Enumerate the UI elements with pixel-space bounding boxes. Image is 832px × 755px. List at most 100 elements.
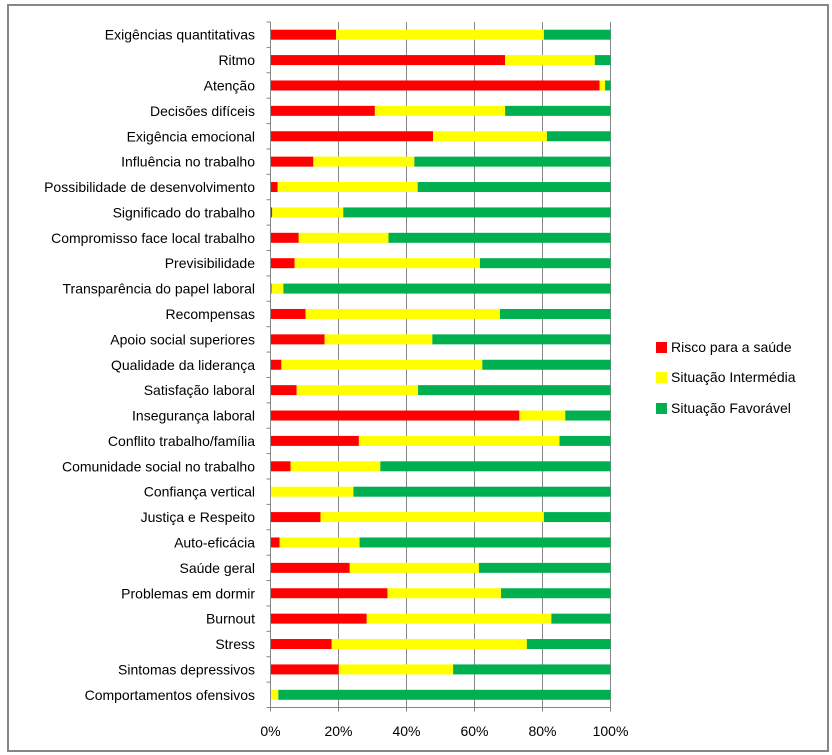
bar-segment-risk: [270, 639, 332, 650]
bar-segment-favorable: [417, 182, 611, 193]
bar-segment-risk: [270, 410, 520, 421]
legend-label: Risco para a saúde: [671, 339, 792, 355]
category-label: Transparência do papel laboral: [63, 281, 256, 297]
bar-segment-risk: [270, 308, 306, 319]
bar-segment-favorable: [500, 308, 611, 319]
bar-segment-favorable: [278, 689, 611, 700]
category-label: Burnout: [206, 611, 255, 627]
bar-segment-risk: [270, 258, 295, 269]
bar-segment-intermediate: [271, 283, 284, 294]
category-label: Comportamentos ofensivos: [85, 687, 255, 703]
legend-swatch: [656, 372, 667, 383]
bar-segment-favorable: [283, 283, 611, 294]
legend-label: Situação Favorável: [671, 400, 791, 416]
bar-segment-intermediate: [313, 156, 415, 167]
bar-segment-intermediate: [599, 80, 606, 91]
bar-segment-risk: [270, 232, 299, 243]
bar-segment-intermediate: [305, 308, 500, 319]
bar-segment-intermediate: [270, 486, 354, 497]
legend-swatch: [656, 342, 667, 353]
bar-segment-risk: [270, 105, 375, 116]
bar-segment-risk: [270, 461, 291, 472]
bar-segment-risk: [270, 334, 325, 345]
bar-segment-risk: [270, 562, 350, 573]
bar-segment-intermediate: [281, 359, 483, 370]
bar-segment-favorable: [526, 639, 611, 650]
bar-segment-intermediate: [294, 258, 480, 269]
bar-segment-favorable: [414, 156, 611, 167]
category-label: Confiança vertical: [144, 484, 255, 500]
axes: [266, 21, 611, 712]
category-label: Decisões difíceis: [150, 103, 255, 119]
category-label: Justiça e Respeito: [141, 509, 256, 525]
category-label: Saúde geral: [179, 560, 255, 576]
bar-segment-intermediate: [320, 512, 544, 523]
category-label: Exigências quantitativas: [105, 27, 255, 43]
bar-segment-intermediate: [270, 689, 279, 700]
category-label: Apoio social superiores: [110, 331, 255, 347]
category-label: Satisfação laboral: [144, 382, 255, 398]
bar-segment-intermediate: [272, 207, 344, 218]
x-tick-label: 80%: [528, 723, 556, 739]
category-label: Sintomas depressivos: [118, 661, 255, 677]
bars: [270, 29, 611, 700]
bar-segment-intermediate: [338, 664, 454, 675]
bar-segment-risk: [270, 435, 359, 446]
bar-segment-favorable: [418, 385, 611, 396]
bar-segment-risk: [270, 55, 506, 66]
bar-segment-risk: [270, 537, 280, 548]
category-label: Previsibilidade: [165, 255, 255, 271]
bar-segment-risk: [270, 359, 282, 370]
bar-segment-favorable: [501, 588, 611, 599]
category-labels: Exigências quantitativas Ritmo Atenção Deci…: [44, 27, 255, 703]
bar-segment-intermediate: [433, 131, 547, 142]
category-label: Problemas em dormir: [121, 585, 255, 601]
bar-segment-favorable: [565, 410, 611, 421]
bar-segment-favorable: [388, 232, 611, 243]
bar-segment-favorable: [343, 207, 611, 218]
bar-segment-favorable: [380, 461, 611, 472]
legend-item: Situação Intermédia: [656, 369, 796, 385]
bar-segment-intermediate: [366, 613, 552, 624]
bar-segment-risk: [270, 156, 314, 167]
bar-segment-intermediate: [505, 55, 595, 66]
bar-segment-risk: [270, 29, 337, 40]
category-label: Comunidade social no trabalho: [62, 458, 255, 474]
bar-segment-favorable: [353, 486, 611, 497]
bar-segment-intermediate: [290, 461, 381, 472]
bar-segment-favorable: [551, 613, 611, 624]
bar-segment-risk: [270, 283, 272, 294]
bar-segment-favorable: [482, 359, 611, 370]
bar-segment-risk: [270, 182, 278, 193]
bar-segment-intermediate: [298, 232, 389, 243]
bar-segment-favorable: [543, 512, 611, 523]
category-label: Recompensas: [166, 306, 256, 322]
bar-segment-intermediate: [349, 562, 479, 573]
bar-segment-favorable: [605, 80, 611, 91]
legend: Risco para a saúde Situação Intermédia Sit…: [656, 339, 796, 416]
x-tick-label: 0%: [260, 723, 280, 739]
bar-segment-favorable: [594, 55, 611, 66]
bar-segment-risk: [270, 207, 273, 218]
bar-segment-risk: [270, 131, 434, 142]
legend-swatch: [656, 403, 667, 414]
category-label: Atenção: [204, 77, 256, 93]
category-label: Exigência emocional: [127, 128, 255, 144]
bar-segment-favorable: [479, 258, 611, 269]
bar-segment-intermediate: [324, 334, 433, 345]
bar-segment-favorable: [359, 537, 611, 548]
category-label: Compromisso face local trabalho: [51, 230, 255, 246]
bar-segment-intermediate: [374, 105, 506, 116]
bar-segment-intermediate: [387, 588, 502, 599]
x-tick-label: 60%: [460, 723, 488, 739]
bar-segment-risk: [270, 80, 600, 91]
x-tick-label: 100%: [593, 723, 629, 739]
category-label: Influência no trabalho: [121, 154, 255, 170]
bar-segment-favorable: [432, 334, 611, 345]
category-label: Insegurança laboral: [132, 408, 255, 424]
category-label: Ritmo: [218, 52, 255, 68]
bar-segment-intermediate: [336, 29, 544, 40]
bar-segment-intermediate: [296, 385, 419, 396]
chart-frame: [7, 4, 829, 752]
